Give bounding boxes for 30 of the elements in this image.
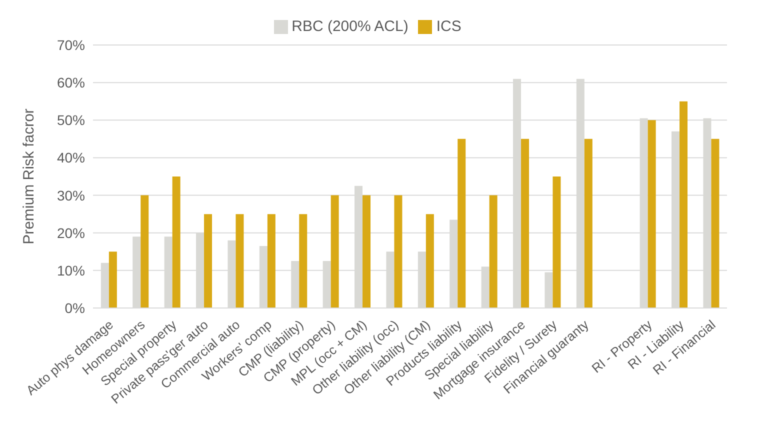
bar (552, 176, 561, 308)
bar (362, 195, 371, 308)
y-tick-label: 70% (56, 36, 85, 53)
bar (140, 195, 149, 308)
bar (204, 214, 212, 308)
bar (584, 138, 592, 308)
bar (394, 195, 402, 308)
bar (108, 252, 117, 308)
y-tick-label: 0% (64, 300, 85, 316)
y-tick-label: 30% (56, 187, 85, 204)
y-tick-label: 40% (56, 150, 85, 166)
y-tick-label: 10% (56, 262, 85, 278)
bar (330, 195, 339, 308)
bar (648, 120, 656, 308)
bar (172, 176, 180, 308)
y-tick-label: 20% (56, 224, 85, 241)
bar (267, 214, 276, 308)
y-tick-label: 60% (56, 74, 85, 91)
bar (711, 138, 720, 308)
bar (489, 195, 498, 308)
bar (236, 214, 244, 308)
bar (458, 138, 466, 308)
legend-label: RBC (200% ACL) (292, 18, 408, 35)
bar (299, 214, 308, 308)
y-axis-title: Premium Risk facror (20, 108, 38, 244)
bar (680, 101, 688, 308)
bar (426, 214, 434, 308)
bar (521, 138, 530, 308)
legend-label: ICS (436, 18, 462, 35)
y-tick-label: 50% (56, 112, 85, 128)
